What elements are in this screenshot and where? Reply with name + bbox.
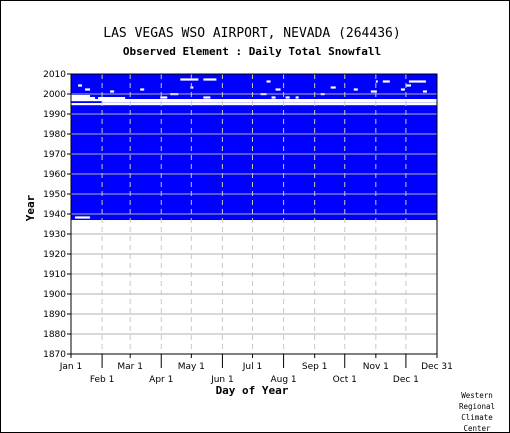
x-tick-label: Dec 1: [393, 375, 419, 385]
y-tick-label: 1950: [43, 190, 66, 200]
x-tick-label: Dec 31: [421, 362, 453, 372]
credit-line: Climate: [461, 413, 493, 422]
y-tick-label: 1960: [43, 170, 66, 180]
x-tick-label: Jun 1: [210, 375, 234, 385]
y-tick-label: 1980: [43, 130, 66, 140]
y-tick-label: 1920: [43, 250, 66, 260]
missing-data-segment: [71, 99, 437, 102]
missing-data-segment: [160, 96, 168, 99]
missing-data-segment: [203, 96, 211, 99]
missing-data-segment: [271, 96, 276, 99]
plot-area: 1870 1880 1890 1900 1910 1920 1930 1940 1950 1960…: [43, 70, 453, 385]
x-tick-label: Sep 1: [302, 362, 328, 372]
credit-line: Center: [463, 424, 491, 433]
x-tick-label: Mar 1: [117, 362, 143, 372]
missing-data-segment: [405, 84, 411, 87]
missing-data-segment: [71, 95, 91, 98]
center-credit: Western Regional Climate Center: [459, 391, 495, 433]
missing-data-segment: [78, 84, 83, 87]
y-tick-label: 1910: [43, 270, 66, 280]
x-tick-label: May 1: [178, 362, 205, 372]
data-region: [71, 74, 437, 220]
missing-data-segment: [375, 80, 378, 83]
y-axis-label: Year: [24, 194, 37, 221]
missing-data-segment: [190, 86, 194, 89]
y-tick-label: 1940: [43, 210, 66, 220]
missing-data-segment: [422, 90, 427, 93]
missing-data-segment: [110, 90, 115, 93]
x-tick-label: Aug 1: [270, 375, 296, 385]
y-tick-label: 1870: [43, 350, 66, 360]
x-tick-label: Feb 1: [90, 375, 115, 385]
credit-line: Regional: [459, 402, 495, 411]
missing-data-segment: [266, 80, 271, 83]
plot-border: [70, 73, 438, 355]
y-tick-label: 1970: [43, 150, 66, 160]
missing-data-segment: [353, 88, 358, 91]
missing-data-segment: [382, 80, 390, 83]
missing-data-segment: [400, 88, 405, 91]
x-tick-label: Apr 1: [149, 375, 173, 385]
missing-data-segment: [98, 97, 126, 100]
missing-data-segment: [85, 88, 91, 91]
x-tick-label: Jan 1: [59, 362, 82, 372]
missing-data-segment: [140, 88, 145, 91]
x-tick-label: Jul 1: [242, 362, 262, 372]
missing-data-segment: [203, 78, 217, 81]
missing-data-segment: [330, 86, 336, 89]
x-axis-label: Day of Year: [216, 384, 289, 397]
missing-data-segment: [71, 103, 437, 106]
missing-data-segment: [295, 96, 299, 99]
y-tick-label: 2010: [43, 70, 66, 80]
y-tick-label: 1880: [43, 330, 66, 340]
missing-data-segment: [102, 100, 131, 103]
chart-subtitle: Observed Element : Daily Total Snowfall: [123, 45, 381, 58]
x-tick-label: Oct 1: [333, 375, 357, 385]
missing-data-segment: [408, 80, 426, 83]
y-tick-label: 2000: [43, 90, 66, 100]
y-tick-label: 1930: [43, 230, 66, 240]
y-tick-label: 1990: [43, 110, 66, 120]
y-tick-label: 1890: [43, 310, 66, 320]
missing-data-segment: [71, 97, 96, 100]
missing-data-segment: [75, 216, 91, 219]
chart-title: LAS VEGAS WSO AIRPORT, NEVADA (264436): [103, 26, 400, 41]
x-tick-label: Nov 1: [363, 362, 389, 372]
missing-data-segment: [180, 78, 199, 81]
y-tick-label: 1900: [43, 290, 66, 300]
missing-data-segment: [370, 90, 377, 93]
missing-data-segment: [275, 88, 281, 91]
credit-line: Western: [461, 391, 493, 400]
missing-data-segment: [285, 96, 290, 99]
